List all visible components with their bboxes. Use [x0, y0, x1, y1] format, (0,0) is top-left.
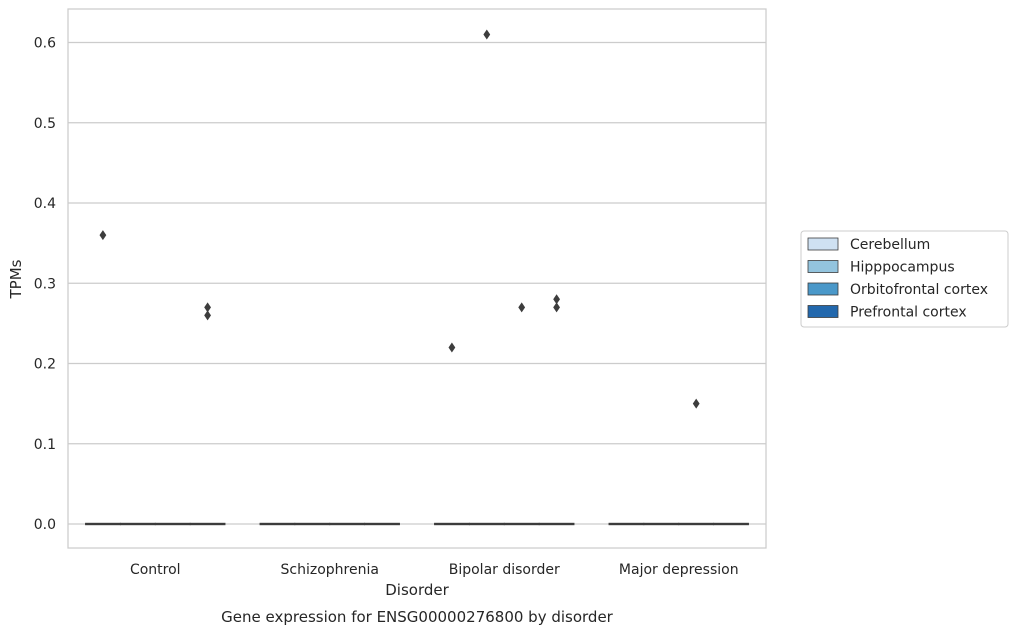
- y-tick-label: 0.0: [34, 517, 56, 533]
- outlier-point: [553, 294, 560, 305]
- legend-label: Prefrontal cortex: [850, 305, 967, 321]
- outlier-group: [99, 29, 700, 409]
- y-tick-label: 0.2: [34, 357, 56, 373]
- x-axis-ticks: Control Schizophrenia Bipolar disorder Majo…: [130, 562, 739, 578]
- legend-swatch: [807, 237, 839, 251]
- outlier-point: [204, 310, 211, 321]
- outlier-point: [518, 302, 526, 313]
- legend-items: Cerebellum Hipppocampus Orbitofrontal cort…: [807, 237, 988, 321]
- y-axis-label: TPMs: [7, 259, 25, 299]
- y-tick-label: 0.4: [34, 196, 56, 212]
- legend-swatch: [807, 305, 839, 318]
- x-tick-label: Bipolar disorder: [449, 562, 560, 578]
- x-tick-label: Schizophrenia: [281, 562, 379, 578]
- grid-lines: [68, 41, 766, 525]
- legend-label: Hipppocampus: [850, 260, 955, 276]
- legend-label: Orbitofrontal cortex: [850, 282, 988, 298]
- chart-title: Gene expression for ENSG00000276800 by d…: [221, 608, 614, 626]
- legend-label: Cerebellum: [850, 237, 930, 253]
- y-tick-label: 0.3: [34, 276, 56, 292]
- legend-swatch: [807, 260, 839, 273]
- legend-frame: [800, 230, 1009, 328]
- outlier-point: [448, 342, 456, 353]
- outlier-point: [99, 230, 107, 241]
- x-tick-label: Control: [130, 562, 181, 578]
- outlier-point: [553, 302, 560, 313]
- y-axis-ticks: 0.0 0.1 0.2 0.3 0.4 0.5 0.6: [34, 36, 56, 534]
- outlier-point: [204, 302, 211, 313]
- plot-frame: [67, 8, 767, 549]
- legend: Cerebellum Hipppocampus Orbitofrontal cort…: [800, 230, 1009, 328]
- x-tick-label: Major depression: [619, 562, 739, 578]
- y-tick-label: 0.5: [34, 116, 56, 132]
- y-tick-label: 0.1: [34, 437, 56, 453]
- legend-swatch: [807, 282, 839, 296]
- outlier-point: [692, 398, 700, 409]
- outlier-point: [483, 29, 491, 40]
- box-group: [85, 522, 749, 526]
- plot-area: [68, 9, 766, 548]
- x-axis-label: Disorder: [385, 581, 449, 599]
- y-tick-label: 0.6: [34, 36, 56, 52]
